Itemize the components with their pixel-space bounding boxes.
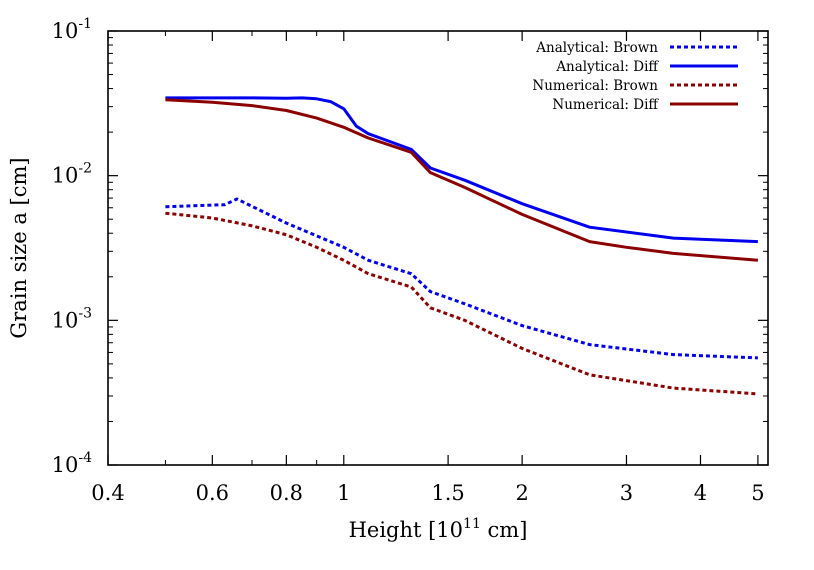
axis-ticks: 0.4 0.6 0.8 1 1.5 2 3 4 5 10-4 10-3 10-2 10-1 [52,16,768,505]
series-lines [165,96,759,396]
x-axis-title: Height [1011 cm] [349,516,528,542]
legend-label: Analytical: Brown [535,40,658,56]
x-axis-title-pre: Height [10 [349,518,463,542]
series-line-numerical-diff [165,98,759,262]
plot-frame [107,30,769,466]
series-line-analytical-brown [165,197,758,360]
x-tick-label: 0.6 [196,481,229,505]
legend-label: Numerical: Brown [532,78,658,94]
legend-label: Numerical: Diff [552,97,659,113]
x-tick-label: 0.4 [91,481,124,505]
x-tick-label: 1 [337,481,350,505]
x-axis-title-post: cm] [481,518,528,542]
y-axis-title: Grain size a [cm] [7,157,31,338]
x-axis-title-sup: 11 [463,516,481,532]
x-tick-label: 1.5 [431,481,464,505]
y-tick-label: 10-4 [52,450,92,477]
x-tick-label: 3 [620,481,633,505]
legend: Analytical: Brown Analytical: Diff Numeric… [532,40,738,113]
x-tick-label: 4 [694,481,707,505]
y-tick-label: 10-2 [52,161,92,188]
series-line-analytical-diff [165,96,758,244]
y-tick-label: 10-1 [52,16,92,43]
y-tick-label: 10-3 [52,305,92,332]
x-tick-label: 5 [751,481,764,505]
x-tick-label: 0.8 [270,481,303,505]
series-line-numerical-brown [165,211,759,396]
x-tick-label: 2 [515,481,528,505]
legend-label: Analytical: Diff [555,59,659,75]
